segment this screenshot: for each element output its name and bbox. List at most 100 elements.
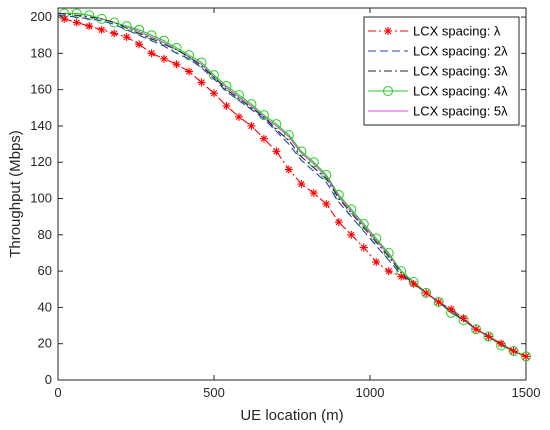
y-tick-label: 120 <box>30 154 52 169</box>
data-point <box>521 351 531 362</box>
data-point <box>135 40 144 49</box>
marker-stroke <box>123 33 130 41</box>
marker-stroke <box>285 166 293 173</box>
data-point <box>447 305 456 314</box>
data-point <box>433 296 444 307</box>
marker-stroke <box>360 244 367 251</box>
data-point <box>334 218 343 227</box>
data-point <box>172 60 181 69</box>
data-point <box>97 25 106 34</box>
data-point <box>383 247 394 258</box>
data-point <box>347 230 356 239</box>
marker-stroke <box>73 19 80 26</box>
y-tick-label: 40 <box>38 299 52 314</box>
data-point <box>271 119 282 130</box>
data-point <box>234 112 243 121</box>
y-tick-label: 0 <box>45 372 52 387</box>
marker-stroke <box>148 50 155 57</box>
marker-stroke <box>298 180 305 188</box>
data-point <box>122 33 131 42</box>
series-line <box>57 14 527 357</box>
x-tick-label: 1000 <box>356 385 385 400</box>
x-tick-label: 0 <box>54 385 61 400</box>
data-point <box>146 30 157 41</box>
marker-stroke <box>497 340 505 347</box>
data-point <box>210 89 218 98</box>
data-point <box>60 14 69 23</box>
data-point <box>283 130 294 141</box>
marker-stroke <box>435 298 442 306</box>
data-point <box>171 42 182 53</box>
legend: LCX spacing: λ LCX spacing: 2λ LCX spacing… <box>363 16 520 126</box>
marker-stroke <box>472 326 480 333</box>
data-point <box>472 325 481 334</box>
marker-stroke <box>198 79 205 86</box>
data-point <box>197 78 206 87</box>
marker-stroke <box>210 90 218 97</box>
series-line <box>57 12 527 357</box>
marker-stroke <box>135 41 143 48</box>
data-point <box>434 297 443 306</box>
legend-label: LCX spacing: 5λ <box>413 104 508 119</box>
marker-stroke <box>310 189 318 197</box>
marker-stroke <box>522 353 530 360</box>
y-tick-label: 200 <box>30 9 52 24</box>
data-point <box>134 24 145 35</box>
marker-stroke <box>348 231 355 239</box>
data-point <box>96 13 107 24</box>
legend-label: LCX spacing: 4λ <box>413 84 508 99</box>
y-tick-label: 160 <box>30 82 52 97</box>
marker-stroke <box>323 200 330 208</box>
data-point <box>85 22 94 31</box>
marker-stroke <box>335 218 342 226</box>
series-2 <box>57 14 527 357</box>
marker-stroke <box>98 26 105 33</box>
data-point <box>247 121 256 130</box>
marker-stroke <box>173 61 180 68</box>
data-point <box>497 339 506 348</box>
legend-swatch-marker <box>384 27 392 35</box>
x-axis-title: UE location (m) <box>240 407 343 424</box>
marker-stroke <box>510 347 517 355</box>
marker-stroke <box>485 333 492 340</box>
data-point <box>259 134 268 143</box>
y-tick-label: 80 <box>38 227 52 242</box>
series-layer <box>57 8 531 362</box>
data-point <box>346 204 357 215</box>
data-point <box>71 8 82 19</box>
data-point <box>508 345 519 356</box>
data-point <box>159 35 170 46</box>
data-point <box>160 54 169 63</box>
marker-stroke <box>248 122 255 130</box>
data-point <box>72 18 81 27</box>
marker-stroke <box>422 289 430 297</box>
x-tick-label: 1500 <box>512 385 541 400</box>
series-1 <box>60 14 530 361</box>
marker-stroke <box>260 135 268 142</box>
data-point <box>484 332 493 341</box>
data-point <box>409 279 418 288</box>
marker-stroke <box>273 148 280 155</box>
data-point <box>483 331 494 342</box>
data-point <box>221 81 232 92</box>
data-point <box>322 199 331 208</box>
data-point <box>297 180 306 189</box>
data-point <box>397 272 406 281</box>
data-point <box>184 50 195 61</box>
marker-stroke <box>110 30 118 37</box>
data-point <box>284 165 293 174</box>
legend-swatch-marker <box>383 86 393 96</box>
legend-label: LCX spacing: 2λ <box>413 44 508 59</box>
data-point <box>358 218 369 229</box>
legend-label: LCX spacing: λ <box>413 24 501 39</box>
data-point <box>308 157 319 168</box>
marker-stroke <box>398 273 405 280</box>
data-point <box>359 243 368 252</box>
data-point <box>459 314 468 323</box>
legend-label: LCX spacing: 3λ <box>413 64 508 79</box>
marker-stroke <box>223 102 230 110</box>
y-tick-label: 60 <box>38 263 52 278</box>
marker-stroke <box>384 27 392 35</box>
data-point <box>110 29 119 38</box>
